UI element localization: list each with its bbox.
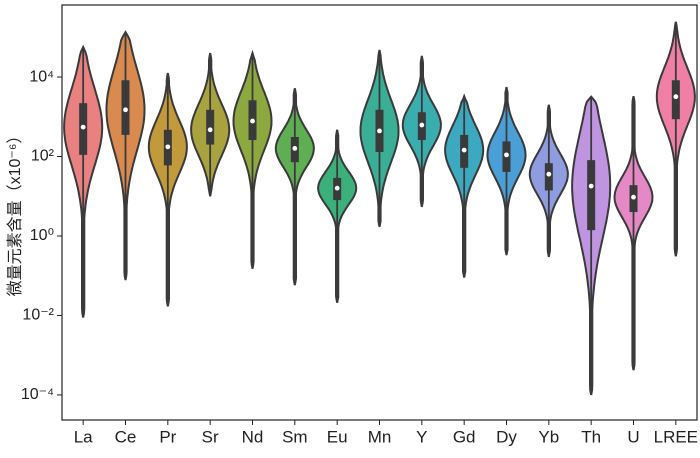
median-dot (250, 118, 255, 124)
x-tick-label: Mn (368, 427, 392, 446)
x-tick-label: Nd (242, 427, 264, 446)
iqr-box (671, 80, 680, 120)
median-dot (123, 107, 128, 113)
iqr-box (587, 160, 596, 231)
x-tick-label: Dy (496, 427, 517, 446)
median-dot (546, 171, 552, 177)
y-tick-label: 10⁻² (22, 307, 54, 324)
median-dot (631, 194, 636, 200)
iqr-box (206, 109, 215, 145)
x-tick-label: Y (416, 427, 427, 446)
median-dot (461, 147, 467, 153)
x-tick-label: Th (581, 427, 601, 446)
y-tick-label: 10⁴ (29, 68, 54, 85)
median-dot (292, 146, 298, 151)
median-dot (673, 94, 679, 100)
x-tick-label: Gd (453, 427, 476, 446)
iqr-box (544, 163, 553, 191)
x-tick-label: Eu (327, 427, 348, 446)
x-tick-label: Yb (538, 427, 559, 446)
median-dot (207, 127, 213, 133)
median-dot (334, 185, 340, 191)
x-tick-label: Sm (282, 427, 308, 446)
median-dot (588, 183, 594, 189)
y-tick-label: 10² (31, 148, 55, 165)
median-dot (165, 144, 171, 150)
median-dot (504, 152, 509, 158)
y-tick-label: 10⁰ (30, 227, 54, 244)
x-tick-label: Ce (115, 427, 137, 446)
x-tick-label: Sr (202, 427, 219, 446)
x-tick-label: La (74, 427, 93, 446)
median-dot (377, 128, 382, 134)
y-tick-label: 10⁻⁴ (21, 386, 54, 403)
x-tick-label: U (627, 427, 639, 446)
y-axis-label: 微量元素含量（x10⁻⁶） (6, 128, 24, 297)
x-tick-label: LREE (654, 427, 698, 446)
median-dot (419, 122, 425, 128)
median-dot (80, 124, 86, 130)
x-tick-label: Pr (159, 427, 176, 446)
